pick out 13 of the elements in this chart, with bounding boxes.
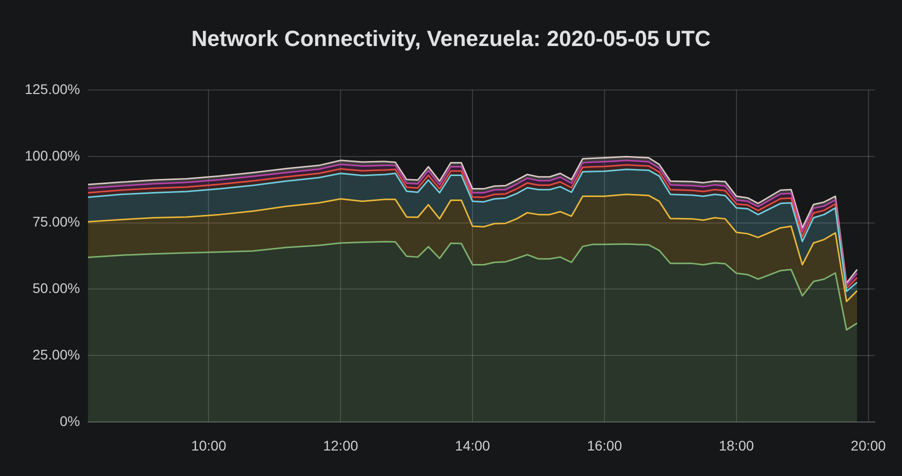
- y-tick-label: 125.00%: [24, 80, 80, 97]
- y-tick-label: 50.00%: [32, 280, 80, 296]
- y-tick-label: 0%: [60, 412, 80, 429]
- chart-title: Network Connectivity, Venezuela: 2020-05-05 UTC: [190, 26, 712, 52]
- x-tick-label: 10:00: [191, 437, 226, 454]
- x-tick-label: 14:00: [455, 437, 490, 454]
- y-tick-label: 25.00%: [32, 346, 80, 362]
- x-tick-label: 18:00: [718, 437, 754, 454]
- y-tick-label: 100.00%: [24, 147, 80, 164]
- x-tick-label: 16:00: [586, 437, 622, 454]
- x-tick-label: 12:00: [323, 437, 358, 454]
- x-tick-label: 20:00: [850, 437, 886, 454]
- y-tick-label: 75.00%: [32, 214, 80, 230]
